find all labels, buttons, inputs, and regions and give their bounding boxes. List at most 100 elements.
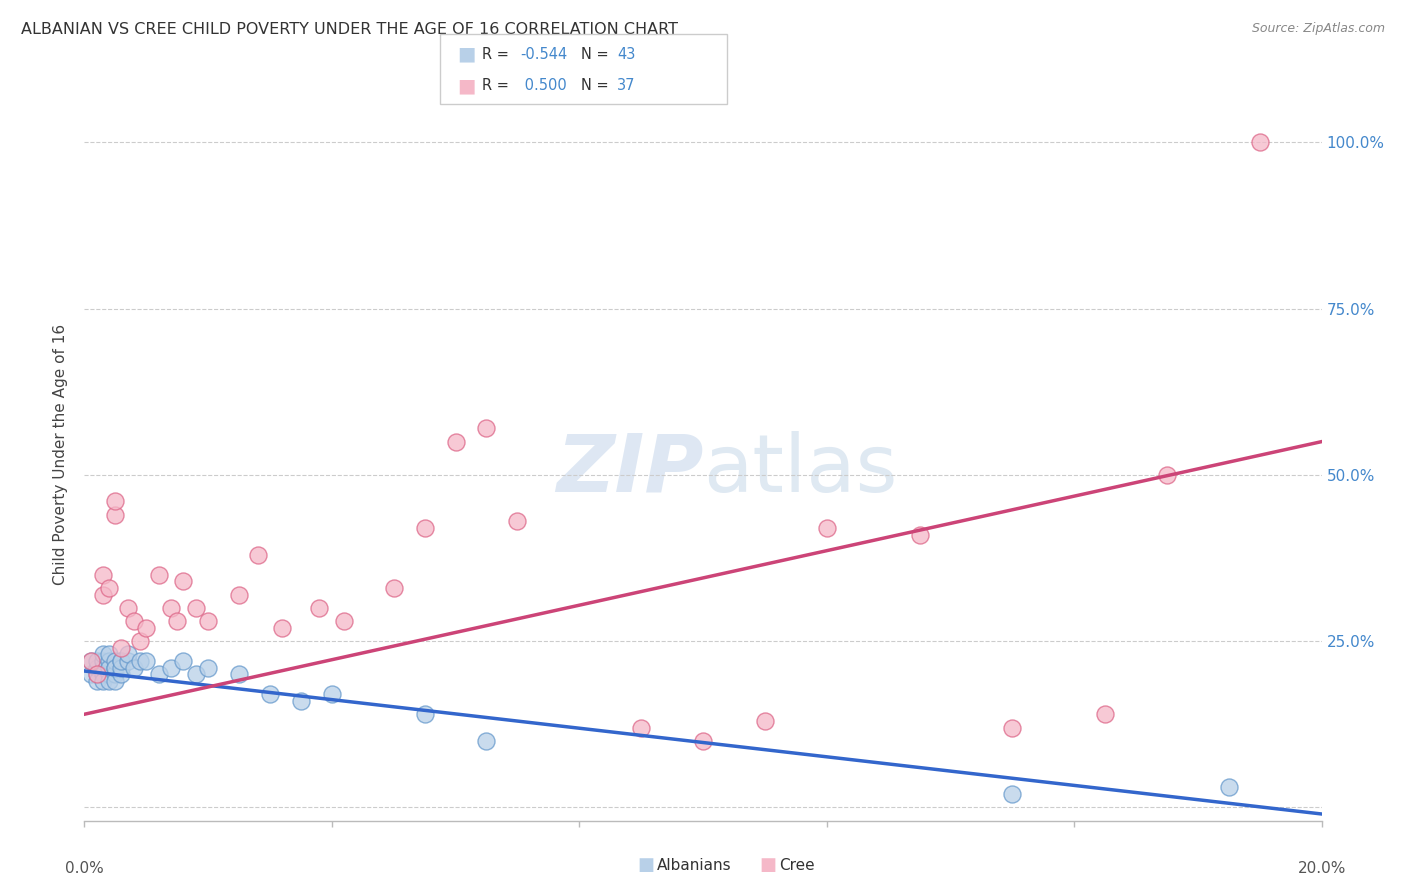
Text: ■: ■ (759, 856, 776, 874)
Point (475, 734, 498, 748)
Point (104, 673, 127, 688)
Point (692, 734, 714, 748)
Point (98, 661, 121, 675)
Text: Source: ZipAtlas.com: Source: ZipAtlas.com (1251, 22, 1385, 36)
Point (86, 667, 108, 681)
Point (1094, 707, 1116, 722)
Point (117, 648, 139, 662)
Point (413, 521, 436, 535)
Point (91, 673, 114, 688)
Point (117, 600, 139, 615)
Point (86, 673, 108, 688)
Point (172, 574, 194, 589)
Text: R =: R = (482, 47, 509, 62)
Text: ALBANIAN VS CREE CHILD POVERTY UNDER THE AGE OF 16 CORRELATION CHART: ALBANIAN VS CREE CHILD POVERTY UNDER THE… (21, 22, 678, 37)
Text: -0.544: -0.544 (520, 47, 568, 62)
Text: 20.0%: 20.0% (1298, 861, 1346, 876)
Point (148, 667, 170, 681)
Point (475, 421, 498, 435)
Point (271, 621, 294, 635)
Point (444, 434, 467, 449)
Point (259, 687, 281, 701)
Point (1001, 787, 1024, 801)
Point (98, 673, 121, 688)
Point (91, 667, 114, 681)
Text: Albanians: Albanians (657, 858, 731, 872)
Text: ZIP: ZIP (555, 431, 703, 508)
Text: 43: 43 (617, 47, 636, 62)
Point (79, 654, 101, 668)
Point (79, 667, 101, 681)
Point (91, 588, 114, 602)
Text: N =: N = (581, 47, 609, 62)
Point (91, 661, 114, 675)
Point (1156, 467, 1178, 482)
Point (91, 567, 114, 582)
Point (333, 614, 356, 628)
Point (228, 588, 250, 602)
Point (91, 648, 114, 662)
Point (110, 667, 132, 681)
Point (382, 581, 405, 595)
Text: ■: ■ (637, 856, 654, 874)
Point (246, 548, 269, 562)
Point (160, 661, 183, 675)
Text: R =: R = (482, 78, 509, 94)
Text: N =: N = (581, 78, 609, 94)
Point (79, 654, 101, 668)
Point (104, 494, 127, 508)
Point (91, 654, 114, 668)
Point (135, 654, 157, 668)
Point (129, 634, 152, 648)
Point (160, 600, 183, 615)
Point (122, 614, 145, 628)
Text: 37: 37 (617, 78, 636, 94)
Text: 0.0%: 0.0% (65, 861, 104, 876)
Point (104, 661, 127, 675)
Point (110, 654, 132, 668)
Point (86, 654, 108, 668)
Point (104, 654, 127, 668)
Point (754, 714, 776, 728)
Point (630, 721, 652, 735)
Point (104, 661, 127, 675)
Point (98, 648, 121, 662)
Point (1001, 721, 1024, 735)
Point (413, 707, 436, 722)
Point (308, 600, 330, 615)
Y-axis label: Child Poverty Under the Age of 16: Child Poverty Under the Age of 16 (53, 325, 69, 585)
Point (86, 661, 108, 675)
Point (98, 581, 121, 595)
Point (148, 567, 170, 582)
Point (815, 521, 838, 535)
Point (321, 687, 343, 701)
Point (98, 667, 121, 681)
Point (228, 667, 250, 681)
Point (166, 614, 188, 628)
Text: atlas: atlas (703, 431, 897, 508)
Point (129, 654, 152, 668)
Point (184, 667, 207, 681)
Point (104, 667, 127, 681)
Point (908, 527, 931, 541)
Text: ■: ■ (457, 45, 475, 64)
Point (184, 600, 207, 615)
Point (104, 508, 127, 522)
Point (1218, 780, 1240, 795)
Point (290, 694, 312, 708)
Point (98, 654, 121, 668)
Point (110, 654, 132, 668)
Point (172, 654, 194, 668)
Point (506, 515, 529, 529)
Point (1249, 136, 1271, 150)
Point (110, 661, 132, 675)
Point (122, 661, 145, 675)
Point (197, 614, 219, 628)
Point (117, 654, 139, 668)
Text: Cree: Cree (779, 858, 814, 872)
Text: 0.500: 0.500 (520, 78, 567, 94)
Text: ■: ■ (457, 77, 475, 95)
Point (135, 621, 157, 635)
Point (197, 661, 219, 675)
Point (86, 667, 108, 681)
